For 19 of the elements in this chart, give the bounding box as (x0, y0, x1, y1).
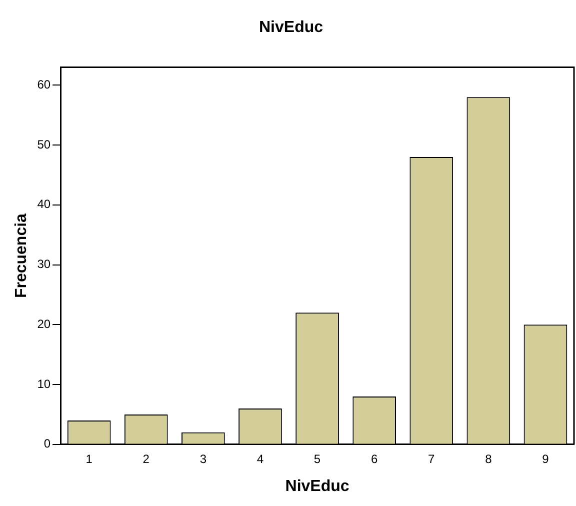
y-tick-label: 30 (37, 257, 51, 272)
y-tick-label: 20 (37, 316, 51, 331)
chart-title: NivEduc (258, 19, 324, 36)
x-tick-label: 8 (485, 452, 492, 466)
x-tick-label: 7 (428, 452, 436, 466)
y-tick-label: 40 (37, 197, 51, 212)
x-tick-label: 6 (370, 452, 378, 466)
y-tick-label: 50 (37, 137, 51, 152)
x-tick-label: 5 (314, 452, 321, 466)
x-axis-title: NivEduc (285, 478, 350, 495)
y-axis-title: Frecuencia (13, 213, 30, 298)
x-tick-label: 9 (542, 452, 550, 466)
y-tick-label: 60 (37, 77, 51, 92)
y-tick-label: 10 (37, 376, 51, 391)
y-tick-label: 0 (44, 436, 51, 451)
x-tick-label: 2 (142, 452, 150, 466)
x-tick-label: 1 (86, 452, 93, 466)
x-tick-label: 3 (200, 452, 207, 466)
x-tick-label: 4 (256, 452, 264, 466)
